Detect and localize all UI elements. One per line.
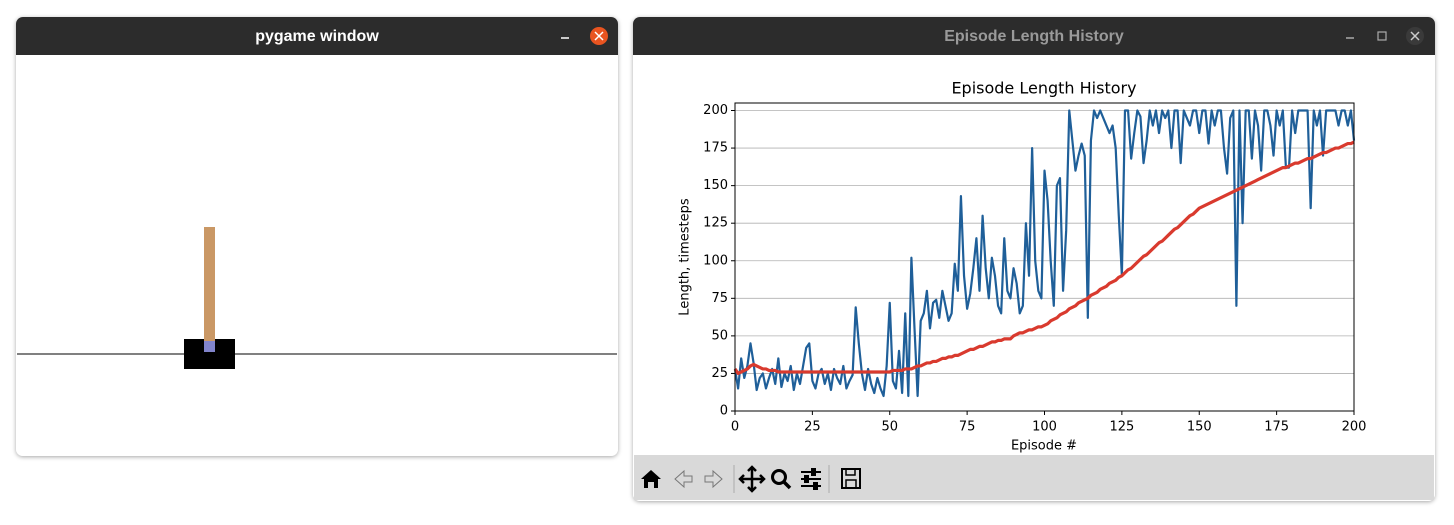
axle <box>204 341 215 352</box>
window-title: pygame window <box>255 28 379 45</box>
zoom-button[interactable] <box>771 469 792 490</box>
y-tick-label: 200 <box>703 103 728 118</box>
y-tick-label: 175 <box>703 141 728 156</box>
chart: Episode Length History Episode # Length,… <box>678 79 1367 454</box>
configure-button[interactable] <box>801 468 821 490</box>
x-tick-label: 175 <box>1264 420 1289 435</box>
y-tick-label: 125 <box>703 216 728 231</box>
toolbar <box>634 455 1434 500</box>
plot-frame <box>734 102 1355 412</box>
pygame-window: pygame window <box>16 17 618 456</box>
x-tick-label: 100 <box>1032 420 1057 435</box>
back-button[interactable] <box>674 469 693 489</box>
x-tick-label: 150 <box>1187 420 1212 435</box>
window-title: Episode Length History <box>944 28 1124 45</box>
data-line <box>733 140 1355 376</box>
y-tick-label: 50 <box>711 328 728 343</box>
maximize-button[interactable] <box>1377 31 1387 41</box>
data-line <box>733 109 1356 398</box>
home-button[interactable] <box>641 470 661 488</box>
x-tick-label: 125 <box>1109 420 1134 435</box>
x-tick-label: 0 <box>731 420 739 435</box>
window-frame <box>16 17 618 456</box>
plot-window: Episode Length History Episode Length Hi… <box>633 17 1435 501</box>
pan-button[interactable] <box>738 465 766 493</box>
y-tick-label: 150 <box>703 178 728 193</box>
y-axis-label: Length, timesteps <box>678 198 693 316</box>
forward-button[interactable] <box>704 469 723 489</box>
x-tick-label: 200 <box>1342 420 1367 435</box>
y-tick-label: 25 <box>711 366 728 381</box>
chart-title: Episode Length History <box>951 79 1136 98</box>
y-tick-label: 75 <box>711 291 728 306</box>
title-bar <box>633 17 1435 55</box>
x-tick-label: 50 <box>881 420 898 435</box>
title-bar <box>16 17 618 55</box>
pole <box>204 227 215 352</box>
x-tick-label: 75 <box>959 420 976 435</box>
save-button[interactable] <box>841 468 861 489</box>
x-tick-label: 25 <box>804 420 821 435</box>
close-button[interactable] <box>590 27 608 45</box>
y-tick-label: 100 <box>703 253 728 268</box>
x-axis-label: Episode # <box>1011 439 1077 454</box>
close-button[interactable] <box>1406 27 1424 45</box>
y-tick-label: 0 <box>720 404 728 419</box>
